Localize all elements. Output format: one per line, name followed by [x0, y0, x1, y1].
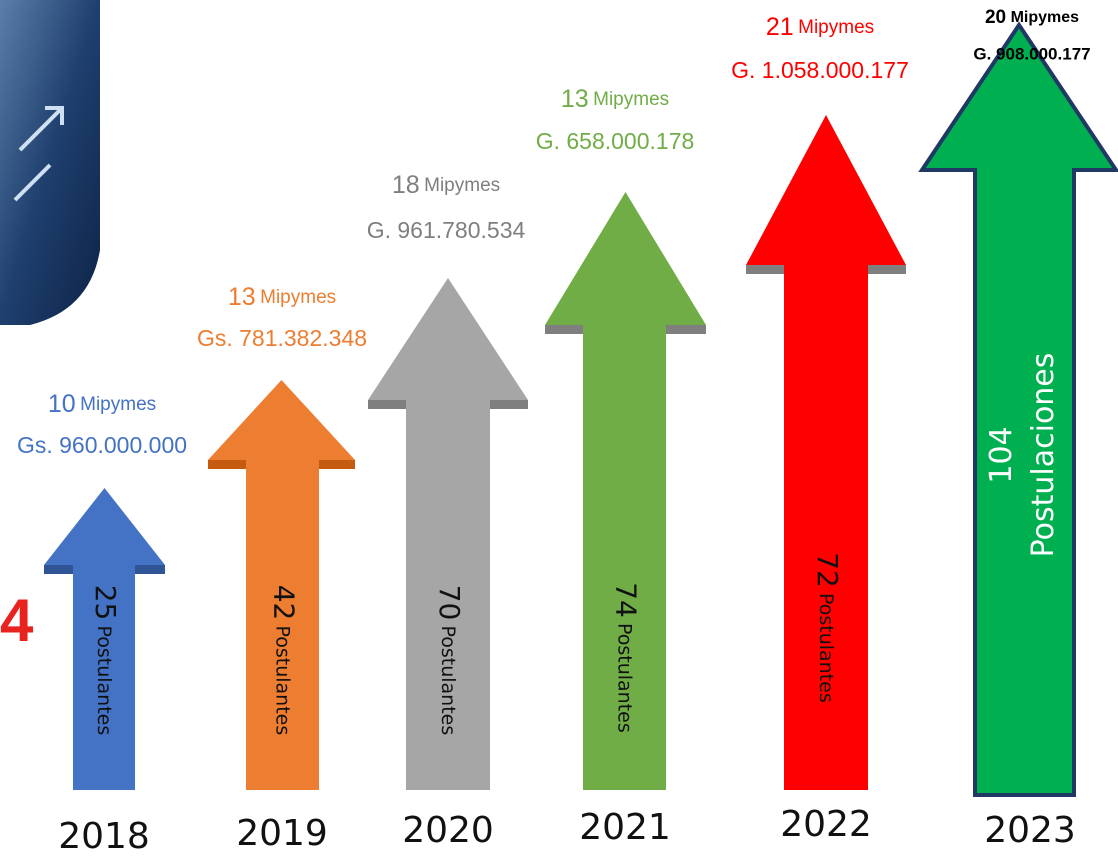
amount: G. 658.000.178: [536, 128, 695, 154]
arrow: [545, 192, 706, 790]
applicants: 42 Postulantes: [268, 585, 301, 736]
applicants-label: Postulantes: [94, 625, 116, 735]
arrow-item: 21 Mipymes G. 1.058.000.177 72 Postulantes…: [731, 13, 909, 845]
photo-corner: [0, 0, 100, 325]
year: 2023: [984, 810, 1076, 851]
mipymes-count: 20: [985, 7, 1006, 28]
arrow-item: 13 Mipymes G. 658.000.178 74 Postulantes 20…: [536, 85, 706, 848]
amount: Gs. 781.382.348: [197, 325, 367, 351]
applicants-label: Postulantes: [438, 625, 460, 735]
applicants: 72 Postulantes: [811, 552, 844, 703]
partial-number: 4: [0, 587, 34, 654]
arrow-item: 13 Mipymes Gs. 781.382.348 42 Postulantes 2…: [197, 283, 367, 854]
mipymes-line: 20 Mipymes: [985, 7, 1079, 28]
arrow: [746, 115, 906, 790]
year: 2018: [58, 816, 150, 857]
mipymes-line: 10 Mipymes: [48, 390, 156, 418]
amount: Gs. 960.000.000: [17, 432, 187, 458]
mipymes-line: 13 Mipymes: [228, 283, 336, 311]
applicants: 25 Postulantes: [89, 585, 122, 736]
mipymes-label: Mipymes: [798, 17, 874, 38]
mipymes-label: Mipymes: [260, 287, 336, 308]
applicants-label: Postulantes: [614, 623, 636, 733]
year: 2019: [236, 813, 328, 854]
mipymes-label: Mipymes: [593, 89, 669, 110]
applicants-count: 70: [433, 585, 466, 621]
applicants-count: 42: [268, 585, 301, 621]
arrow: [368, 278, 528, 790]
applicants: 74 Postulantes: [610, 582, 643, 733]
mipymes-count: 21: [766, 13, 794, 41]
year: 2020: [402, 810, 494, 851]
applicants: 70 Postulantes: [433, 585, 466, 736]
year: 2021: [579, 807, 671, 848]
applicants-count: 104: [984, 426, 1019, 483]
amount: G. 908.000.177: [973, 44, 1090, 63]
arrow: [918, 21, 1118, 797]
photo-arrows: [13, 106, 64, 202]
mipymes-count: 13: [561, 85, 589, 113]
mipymes-line: 18 Mipymes: [392, 171, 500, 199]
mipymes-count: 10: [48, 390, 76, 418]
applicants-count: 74: [610, 582, 643, 618]
year: 2022: [780, 804, 872, 845]
mipymes-line: 21 Mipymes: [766, 13, 874, 41]
mipymes-label: Mipymes: [1011, 9, 1080, 26]
amount: G. 1.058.000.177: [731, 57, 909, 83]
mipymes-line: 13 Mipymes: [561, 85, 669, 113]
arrow-item: 20 Mipymes G. 908.000.177 104 Postulaciones…: [918, 7, 1118, 851]
applicants-label: Postulantes: [272, 625, 294, 735]
mipymes-label: Mipymes: [424, 175, 500, 196]
arrow: [44, 488, 165, 790]
applicants-count: 72: [811, 552, 844, 588]
applicants-label: Postulantes: [816, 593, 838, 703]
mipymes-count: 18: [392, 171, 420, 199]
amount: G. 961.780.534: [367, 217, 526, 243]
mipymes-count: 13: [228, 283, 256, 311]
applicants-label: Postulaciones: [1026, 353, 1061, 558]
arrow: [208, 380, 355, 790]
arrow-item: 18 Mipymes G. 961.780.534 70 Postulantes 20…: [367, 171, 528, 851]
mipymes-label: Mipymes: [80, 394, 156, 415]
applicants-count: 25: [89, 585, 122, 621]
